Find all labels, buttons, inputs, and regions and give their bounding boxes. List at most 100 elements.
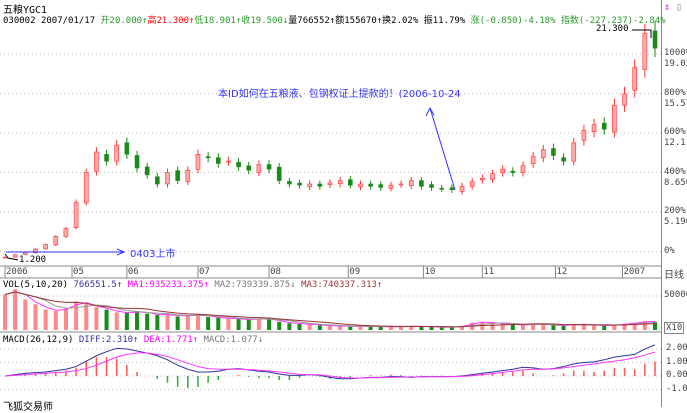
arrow-head	[425, 106, 435, 117]
volume-bar	[307, 324, 312, 330]
window-toggle-icon[interactable]: ▯	[676, 2, 683, 13]
volume-bar	[185, 315, 190, 330]
volume-bar	[246, 319, 251, 330]
volume-bar	[612, 324, 617, 330]
macd-tick: -1.00	[666, 383, 687, 394]
date-label: 08	[270, 267, 281, 277]
volume-bar	[277, 321, 282, 330]
volume-bar	[216, 317, 221, 330]
macd-tick: 1.00	[666, 356, 687, 367]
candle-body	[175, 170, 180, 181]
vol-label: VOL(5,10,20)	[3, 280, 69, 290]
candle-body	[94, 151, 99, 172]
vol-ma3: MA3:740337.313↑	[301, 280, 383, 290]
volume-bar	[53, 310, 58, 330]
volume-bar	[429, 326, 434, 330]
amplitude: 振11.79%	[423, 16, 466, 26]
scroll-arrows-icon[interactable]: ⇕	[664, 2, 671, 13]
volume-bar	[63, 308, 68, 330]
candle-body	[571, 142, 577, 162]
volume-bar	[592, 325, 597, 330]
candle-body	[33, 248, 38, 253]
macd-value: MACD:1.077↓	[203, 335, 264, 345]
volume-bar	[267, 319, 272, 330]
candle-body	[520, 165, 526, 173]
date-label: 2007	[623, 267, 646, 277]
amount: 额155670↑	[335, 16, 383, 26]
price-tick: 600%12.110	[664, 127, 687, 148]
volume-bar	[409, 325, 414, 330]
date-label: 11	[483, 267, 495, 277]
candle-body	[73, 201, 79, 228]
period-label[interactable]: 日线	[664, 270, 684, 281]
candle-body	[388, 184, 394, 189]
macd-dea: DEA:1.771↑	[143, 335, 199, 345]
macd-tick: 0.00	[666, 370, 687, 380]
volume-bar	[348, 326, 353, 330]
price-tick: 1000%19.030	[664, 48, 687, 69]
vol-ma1: MA1:935233.375↑	[127, 280, 209, 290]
volume-bar	[317, 325, 322, 330]
candle-body	[358, 183, 363, 188]
volume-bar	[155, 315, 160, 330]
candle-body	[83, 172, 89, 204]
change: 涨(-0.850)-4.18%	[470, 16, 556, 26]
low-marker-line	[4, 253, 19, 261]
volume-bar	[399, 326, 404, 330]
footer-brand: 飞狐交易师	[3, 402, 53, 413]
candle-body	[642, 32, 648, 70]
candle-body	[652, 30, 658, 49]
candle-body	[368, 183, 373, 187]
volume-bar	[13, 289, 18, 330]
volume-bar	[43, 309, 48, 330]
volume-bar	[358, 326, 363, 330]
candle-body	[540, 149, 546, 159]
candle-body	[551, 148, 556, 156]
volume-bar	[378, 326, 383, 330]
candle-body	[591, 124, 597, 133]
arrow-head	[116, 248, 126, 256]
volume-bar	[388, 326, 393, 330]
volume-bar	[561, 325, 566, 330]
volume-bar	[195, 314, 200, 330]
volume-bar	[490, 323, 495, 330]
candle-body	[581, 130, 587, 141]
candle-body	[348, 179, 353, 186]
volume-bar	[653, 321, 657, 330]
turnover: 换2.02%	[382, 16, 419, 26]
candle-body	[287, 181, 292, 185]
candle-body	[226, 160, 231, 163]
candle-body	[144, 166, 150, 176]
candle-body	[2, 256, 8, 259]
volume-bar	[165, 314, 170, 330]
candle-body	[398, 183, 404, 186]
annotation-arrow	[429, 107, 456, 191]
volume-bar	[114, 312, 119, 330]
candle-body	[63, 228, 69, 237]
volume-bar	[74, 301, 79, 330]
candle-body	[307, 183, 312, 188]
candle-body	[459, 185, 465, 192]
macd-diff: DIFF:2.310↑	[78, 335, 139, 345]
volume-bar	[23, 299, 28, 330]
volume-bar	[84, 304, 89, 330]
date-label: 12	[556, 267, 568, 277]
volume-bar	[297, 323, 302, 330]
volume-bar	[104, 309, 109, 330]
volume-bar	[510, 324, 515, 330]
annotation-note: 本ID如何在五粮液、包钢权证上提款的！(2006-10-24	[218, 89, 461, 100]
macd-label: MACD(26,12,9)	[3, 335, 74, 345]
volume-bar	[328, 325, 332, 330]
volume-bar	[124, 313, 129, 330]
low-label: 1.200	[19, 255, 47, 265]
volume-bar	[206, 317, 211, 330]
volume-bar	[602, 325, 607, 330]
volume-bar	[571, 323, 576, 330]
candle-body	[612, 104, 617, 133]
candle-body	[530, 156, 536, 164]
volume-bar	[419, 326, 424, 330]
volume-bar	[581, 324, 586, 330]
volume-bar	[531, 323, 536, 330]
dea-line	[4, 351, 656, 379]
volume-bar	[145, 313, 150, 330]
